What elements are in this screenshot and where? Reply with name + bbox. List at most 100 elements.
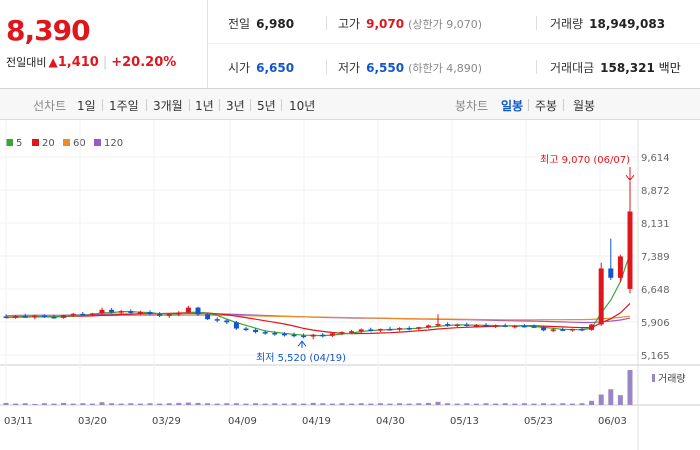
candle-body bbox=[445, 324, 451, 326]
candle-body bbox=[41, 315, 47, 318]
change-amount: 1,410 bbox=[57, 55, 99, 70]
volume-bar bbox=[118, 403, 124, 405]
candle-body bbox=[137, 312, 143, 314]
volume-bar bbox=[349, 403, 355, 405]
volume: 거래량 18,949,083 bbox=[550, 17, 666, 31]
candle-body bbox=[128, 311, 134, 313]
volume-bar bbox=[512, 403, 518, 405]
volume-bar bbox=[3, 402, 9, 405]
volume-bar bbox=[109, 403, 115, 405]
volume-bar bbox=[483, 403, 489, 405]
volume-bar bbox=[435, 401, 441, 405]
candle-body bbox=[483, 324, 489, 327]
volume-bar bbox=[387, 403, 393, 405]
x-tick-label: 05/13 bbox=[450, 416, 479, 427]
volume-bar bbox=[214, 403, 220, 405]
y-tick-label: 5,906 bbox=[641, 318, 670, 329]
legend-ma20: 20 bbox=[32, 138, 55, 149]
trading-amount: 거래대금 158,321 백만 bbox=[550, 61, 681, 75]
volume-bar bbox=[281, 403, 287, 405]
candle-body bbox=[435, 324, 441, 326]
volume-bar bbox=[157, 403, 163, 405]
x-tick-label: 03/20 bbox=[78, 416, 107, 427]
candle-body bbox=[80, 313, 86, 316]
grid-divider bbox=[208, 43, 700, 44]
legend-ma120: 120 bbox=[94, 138, 123, 149]
volume-bar bbox=[377, 403, 383, 405]
volume-bar bbox=[579, 403, 585, 405]
candle-body bbox=[32, 315, 38, 318]
candle-body bbox=[195, 307, 201, 315]
legend-ma60: 60 bbox=[63, 138, 86, 149]
candle-body bbox=[147, 312, 153, 315]
volume-bar bbox=[80, 403, 86, 405]
candle-body bbox=[157, 314, 163, 316]
volume-bar bbox=[70, 403, 76, 405]
tab-daily[interactable]: 일봉 bbox=[501, 99, 524, 113]
candle-body bbox=[205, 314, 211, 320]
chart-tabbar: 선차트 1일 1주일 3개월 1년 3년 5년 10년 봉차트 일봉 주봉 월봉 bbox=[0, 89, 700, 120]
tab-3years[interactable]: 3년 bbox=[226, 99, 245, 113]
volume-legend-label: 거래량 bbox=[658, 373, 686, 385]
candle-body bbox=[166, 314, 172, 316]
change-row: 전일대비 ▲1,410 | +20.20% bbox=[6, 54, 176, 70]
candle-body bbox=[368, 329, 374, 331]
volume-bar bbox=[339, 403, 345, 405]
volume-bar bbox=[89, 403, 95, 405]
volume-bar bbox=[262, 403, 268, 405]
tab-1day[interactable]: 1일 bbox=[77, 99, 96, 113]
x-tick-label: 04/09 bbox=[228, 416, 257, 427]
volume-bar bbox=[195, 402, 201, 405]
candle-body bbox=[22, 316, 28, 318]
tab-10years[interactable]: 10년 bbox=[289, 99, 316, 113]
ma5-line bbox=[5, 253, 631, 337]
candle-body bbox=[51, 316, 57, 319]
volume-bar bbox=[137, 403, 143, 405]
candle-body bbox=[281, 333, 287, 336]
x-tick-label: 04/30 bbox=[376, 416, 405, 427]
high-price: 고가 9,070 (상한가 9,070) bbox=[338, 17, 482, 31]
volume-bar bbox=[253, 403, 259, 405]
tab-1year[interactable]: 1년 bbox=[195, 99, 214, 113]
candle-body bbox=[349, 331, 355, 333]
quote-info-grid: 전일 6,980 고가 9,070 (상한가 9,070) 거래량 18,949,083… bbox=[208, 0, 700, 88]
current-price: 8,390 bbox=[6, 14, 91, 47]
candle-body bbox=[579, 328, 585, 331]
tab-1week[interactable]: 1주일 bbox=[109, 99, 139, 113]
candle-body bbox=[502, 325, 508, 327]
candle-body bbox=[521, 325, 527, 328]
divider: | bbox=[102, 55, 108, 70]
volume-bar bbox=[531, 403, 537, 405]
volume-bar bbox=[358, 403, 364, 405]
volume-bar bbox=[329, 403, 335, 405]
tab-monthly[interactable]: 월봉 bbox=[573, 99, 596, 113]
candle-body bbox=[416, 327, 422, 329]
candle-body bbox=[377, 328, 383, 331]
x-tick-label: 06/03 bbox=[598, 416, 627, 427]
volume-bar bbox=[493, 403, 499, 405]
candle-body bbox=[464, 324, 470, 327]
tab-5years[interactable]: 5년 bbox=[257, 99, 276, 113]
low-arrow-head bbox=[297, 340, 307, 347]
volume-bar bbox=[233, 403, 239, 405]
volume-bar bbox=[569, 403, 575, 405]
candle-body bbox=[70, 313, 76, 316]
candle-body bbox=[541, 327, 547, 331]
volume-bar bbox=[617, 395, 623, 405]
high-arrow-head bbox=[625, 174, 635, 182]
x-tick-label: 04/19 bbox=[302, 416, 331, 427]
volume-bar bbox=[301, 403, 307, 405]
legend-ma5: 5 bbox=[6, 138, 22, 149]
x-tick-label: 03/29 bbox=[152, 416, 181, 427]
prev-close: 전일 6,980 bbox=[228, 17, 295, 31]
volume-bar bbox=[205, 403, 211, 405]
candle-body bbox=[224, 320, 230, 323]
volume-bar bbox=[627, 370, 633, 405]
volume-bar bbox=[32, 403, 38, 405]
volume-bar bbox=[473, 403, 479, 405]
candle-body bbox=[310, 334, 316, 337]
tab-3months[interactable]: 3개월 bbox=[153, 99, 183, 113]
x-tick-label: 05/23 bbox=[524, 416, 553, 427]
tab-weekly[interactable]: 주봉 bbox=[535, 99, 558, 113]
